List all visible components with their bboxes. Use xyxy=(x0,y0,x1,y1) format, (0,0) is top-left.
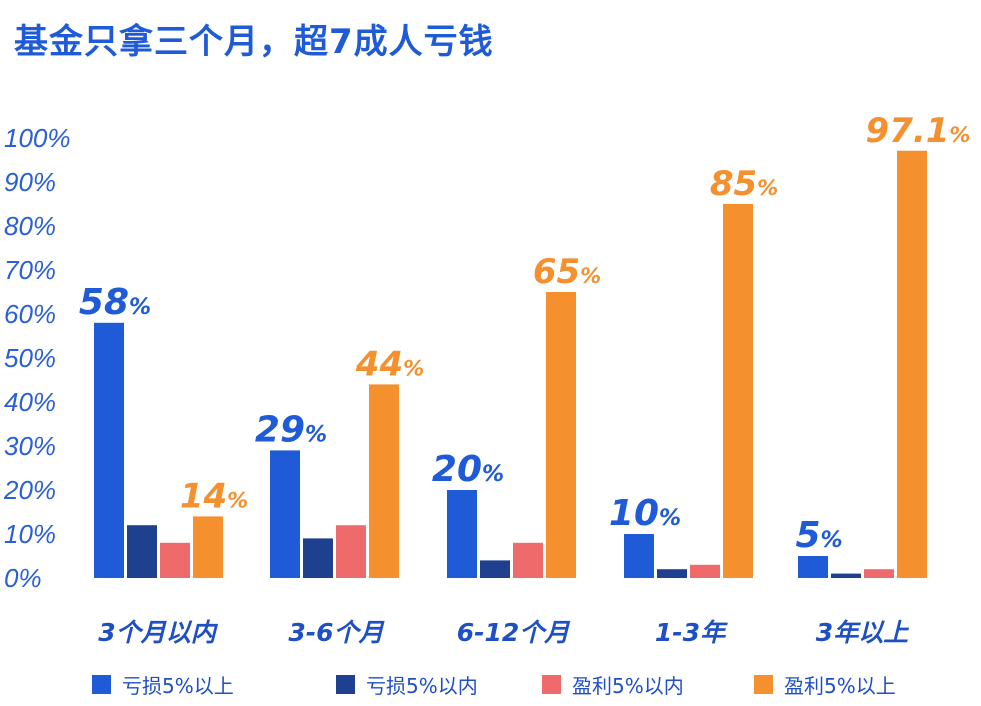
data-labels: 58% 14%29% 44% 20% 65% 10% 85% 5% 97.1% xyxy=(79,111,971,556)
x-category-label: 1-3年 xyxy=(655,618,728,647)
data-label: 65% xyxy=(533,252,601,292)
y-tick-label: 60% xyxy=(4,299,56,329)
legend-swatch xyxy=(542,675,561,694)
bar xyxy=(369,384,399,578)
bar xyxy=(127,525,157,578)
y-axis: 0% 10% 20% 30% 40% 50% 60% 70% 80% 90% 100% xyxy=(3,123,71,593)
data-label: 14% xyxy=(180,476,248,516)
y-tick-label: 70% xyxy=(4,255,56,285)
legend-label: 亏损5%以上 xyxy=(122,674,234,698)
legend-swatch xyxy=(92,675,111,694)
legend-swatch xyxy=(336,675,355,694)
x-category-label: 3年以上 xyxy=(816,618,909,647)
x-category-label: 3个月以内 xyxy=(98,618,218,647)
y-tick-label: 50% xyxy=(4,343,56,373)
bar xyxy=(270,450,300,578)
bar xyxy=(798,556,828,578)
bars xyxy=(94,150,927,578)
chart-title: 基金只拿三个月，超7成人亏钱 xyxy=(14,22,494,62)
legend-item: 亏损5%以上 xyxy=(92,674,234,698)
data-label: 5% xyxy=(795,515,842,556)
bar xyxy=(94,322,124,578)
data-label: 58% xyxy=(79,282,151,323)
data-label: 85% xyxy=(710,164,778,204)
legend-item: 亏损5%以内 xyxy=(336,674,478,698)
bar xyxy=(657,569,687,578)
bar xyxy=(723,204,753,578)
legend-label: 盈利5%以上 xyxy=(784,674,896,698)
bar xyxy=(831,573,861,578)
legend-item: 盈利5%以上 xyxy=(754,674,896,698)
data-label: 20% xyxy=(432,449,504,490)
y-tick-label: 90% xyxy=(4,167,56,197)
y-tick-label: 40% xyxy=(4,387,56,417)
y-tick-label: 30% xyxy=(4,431,56,461)
y-tick-label: 80% xyxy=(4,211,56,241)
legend: 亏损5%以上 亏损5%以内 盈利5%以内 盈利5%以上 xyxy=(92,674,896,698)
legend-label: 亏损5%以内 xyxy=(366,674,478,698)
legend-item: 盈利5%以内 xyxy=(542,674,684,698)
bar xyxy=(864,569,894,578)
bar xyxy=(480,560,510,578)
bar xyxy=(690,564,720,578)
data-label: 44% xyxy=(355,344,424,384)
y-tick-label: 10% xyxy=(4,519,56,549)
y-tick-label: 100% xyxy=(4,123,71,153)
x-category-label: 3-6个月 xyxy=(288,618,385,647)
bar xyxy=(303,538,333,578)
bar xyxy=(897,150,927,578)
bar xyxy=(513,542,543,578)
data-label: 10% xyxy=(609,493,681,534)
bar xyxy=(160,542,190,578)
y-tick-label: 20% xyxy=(3,475,56,505)
x-axis: 3个月以内 3-6个月 6-12个月 1-3年 3年以上 xyxy=(98,618,909,647)
bar xyxy=(336,525,366,578)
bar xyxy=(546,292,576,578)
x-category-label: 6-12个月 xyxy=(457,618,572,647)
bar xyxy=(624,534,654,578)
y-tick-label: 0% xyxy=(4,563,42,593)
bar xyxy=(193,516,223,578)
legend-label: 盈利5%以内 xyxy=(572,674,684,698)
data-label: 29% xyxy=(255,409,327,450)
legend-swatch xyxy=(754,675,773,694)
bar xyxy=(447,490,477,578)
data-label: 97.1% xyxy=(866,111,971,151)
